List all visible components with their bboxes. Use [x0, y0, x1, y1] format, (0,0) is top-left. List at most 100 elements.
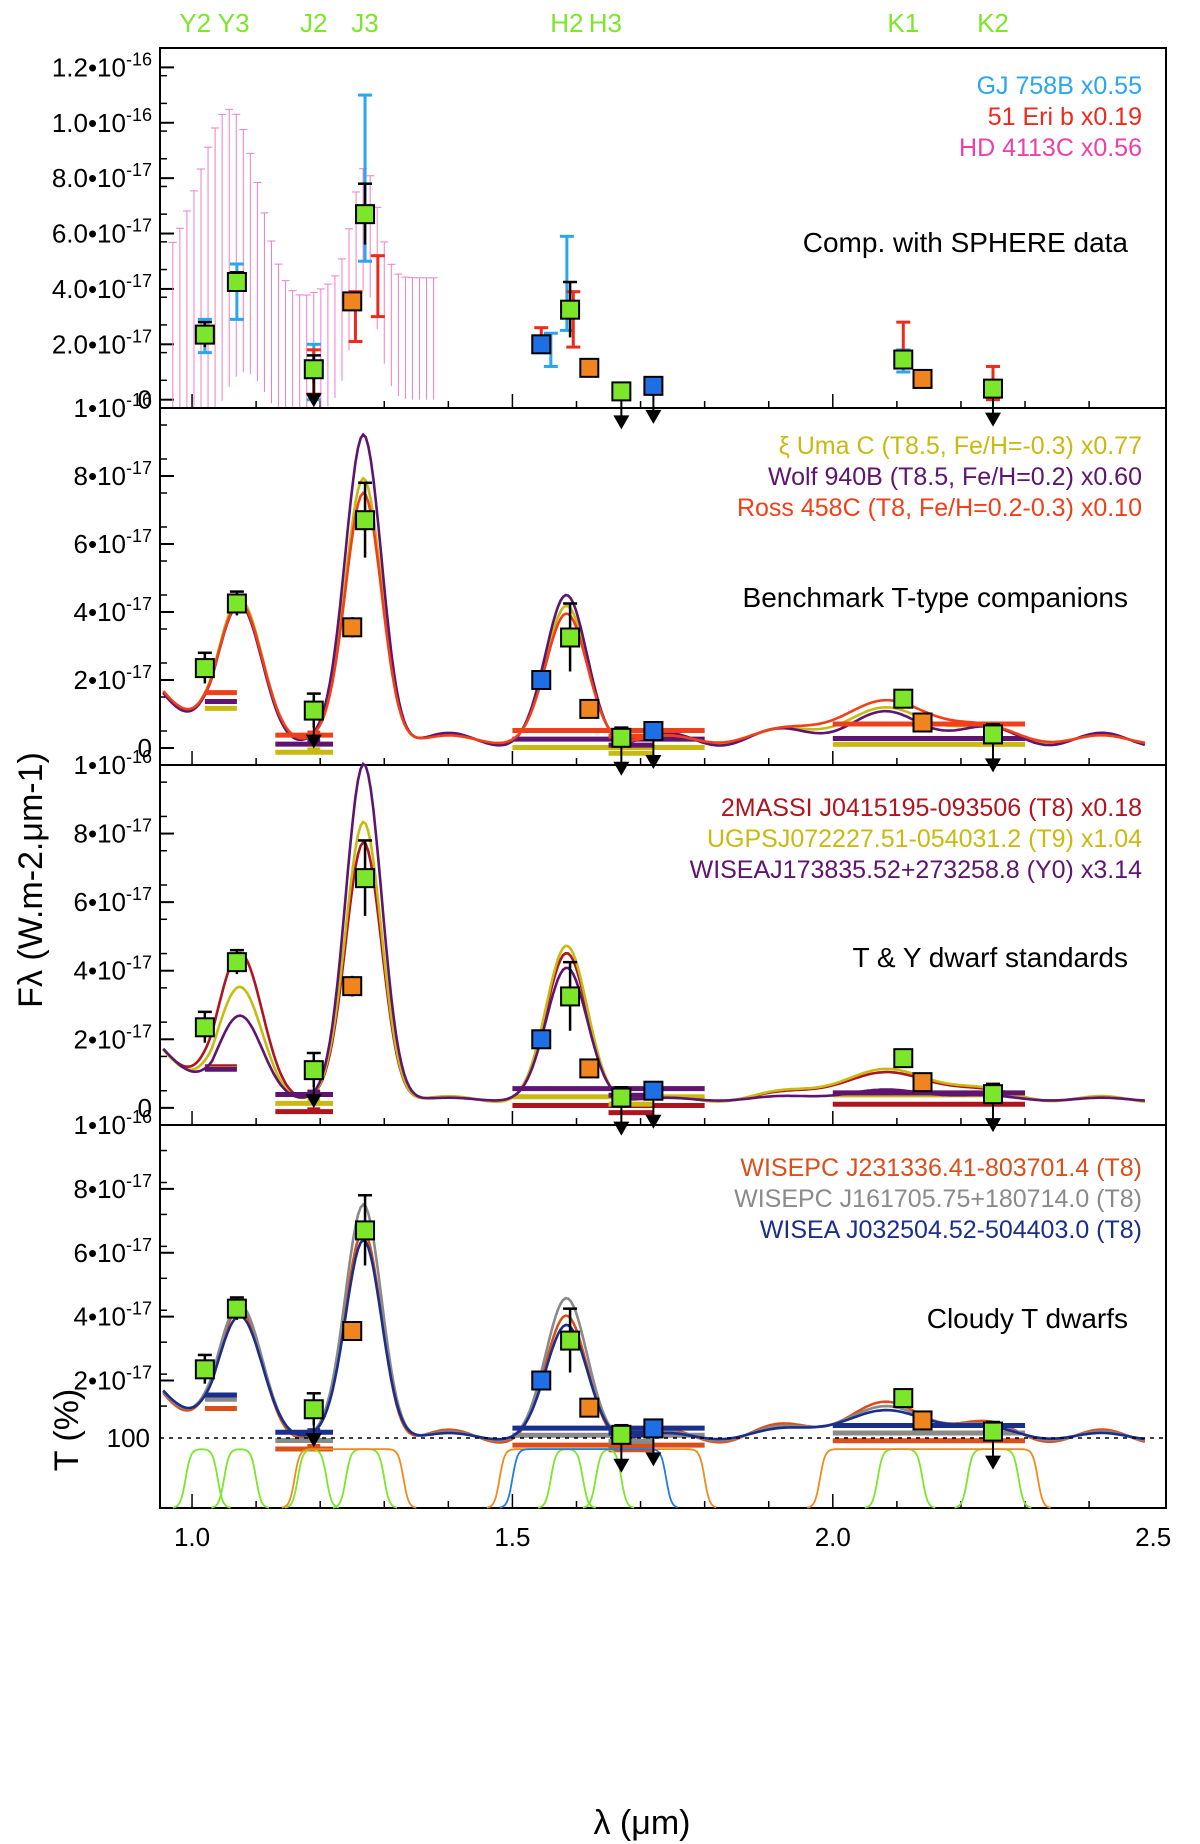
ifs-point	[611, 1087, 632, 1108]
y-tick-label: 1•10-16	[74, 390, 153, 423]
legend-entry: GJ 758B x0.55	[977, 72, 1142, 100]
irdis-point	[579, 357, 600, 378]
upper-limit-arrow	[613, 415, 630, 430]
x-tick-label: 1.5	[494, 1522, 530, 1552]
ifs-point	[303, 359, 324, 380]
ifs-filter-curve	[172, 1448, 231, 1509]
upper-limit-arrow	[613, 1121, 630, 1136]
panels: 0 2.0•10-17 4.0•10-17 6.0•10-17 8.0•10-17 1.0…	[48, 47, 1171, 1552]
panel-4: 2•10-17 4•10-17 6•10-17 8•10-17 1•10-16 Cloud…	[48, 1107, 1167, 1509]
ifs-filter-curve	[332, 1448, 398, 1509]
ifs-filter-curve	[537, 1448, 596, 1509]
y-tick-label: 1.0•10-16	[52, 105, 152, 138]
panel-title: Benchmark T-type companions	[743, 582, 1128, 613]
y-tick-label: 6•10-17	[74, 526, 153, 559]
ifs-point	[226, 593, 247, 614]
ifs-point	[194, 324, 215, 345]
upper-limit-arrow	[984, 412, 1001, 427]
filter-label-H2: H2	[550, 8, 583, 38]
x-axis-label: λ (μm)	[593, 1804, 690, 1842]
other-point	[531, 1370, 552, 1391]
legend-entry: WISEPC J161705.75+180714.0 (T8)	[734, 1185, 1142, 1213]
y-tick-label: 2•10-17	[74, 1021, 153, 1054]
irdis-point	[342, 291, 363, 312]
ifs-point	[893, 1388, 914, 1409]
irdis-point	[579, 698, 600, 719]
y-tick-label: 6•10-17	[74, 884, 153, 917]
other-point	[531, 334, 552, 355]
y-tick-label: 1•10-16	[74, 1107, 153, 1140]
irdis-j-curve	[281, 1448, 417, 1509]
narrowband-curve	[499, 1448, 679, 1509]
ifs-point	[611, 381, 632, 402]
ifs-point	[355, 204, 376, 225]
ifs-point	[560, 1330, 581, 1351]
ifs-point	[982, 378, 1003, 399]
y-tick-label: 8•10-17	[74, 458, 153, 491]
legend-entry: Ross 458C (T8, Fe/H=0.2-0.3) x0.10	[737, 494, 1142, 522]
irdis-point	[342, 976, 363, 997]
other-point	[643, 1080, 664, 1101]
other-point	[643, 721, 664, 741]
irdis-point	[342, 617, 363, 638]
upper-limit-arrow	[645, 1114, 662, 1129]
upper-limit-arrow	[305, 1094, 322, 1109]
legend-entry: WISEPC J231336.41-803701.4 (T8)	[740, 1154, 1142, 1182]
upper-limit-arrow	[645, 1452, 662, 1467]
y-tick-label: 0	[138, 1093, 152, 1123]
y-tick-label: 6.0•10-17	[52, 216, 152, 249]
panel-1: 0 2.0•10-17 4.0•10-17 6.0•10-17 8.0•10-17 1.0…	[52, 47, 1167, 430]
ifs-point	[893, 688, 914, 709]
ifs-point	[226, 952, 247, 973]
ifs-point	[560, 986, 581, 1007]
y-tick-label: 4.0•10-17	[52, 271, 152, 304]
irdis-h-curve	[486, 1448, 717, 1509]
other-point	[643, 1418, 664, 1439]
upper-limit-arrow	[613, 1458, 630, 1473]
ifs-point	[194, 1359, 215, 1380]
x-tick-label: 1.0	[174, 1522, 210, 1552]
y-tick-label: 0	[138, 733, 152, 763]
upper-limit-arrow	[613, 761, 630, 776]
ifs-point	[355, 1220, 376, 1241]
ifs-point	[226, 1298, 247, 1319]
ifs-point	[355, 510, 376, 531]
upper-limit-arrow	[305, 393, 322, 408]
y-tick-label: 8.0•10-17	[52, 160, 152, 193]
y-tick-label: 0	[138, 385, 152, 415]
x-tick-label: 2.5	[1135, 1522, 1171, 1552]
legend-entry: WISEAJ173835.52+273258.8 (Y0) x3.14	[690, 856, 1142, 884]
y-tick-label: 4•10-17	[74, 1299, 153, 1332]
irdis-point	[579, 1058, 600, 1079]
ifs-point	[611, 727, 632, 748]
other-point	[643, 375, 664, 396]
filter-label-K1: K1	[887, 8, 919, 38]
y-tick-label: 2.0•10-17	[52, 326, 152, 359]
y-tick-label: 2•10-17	[74, 1363, 153, 1396]
irdis-point	[342, 1321, 363, 1342]
ifs-filter-curve	[211, 1448, 270, 1509]
panel-2: 0 2•10-17 4•10-17 6•10-17 8•10-17 1•10-16 Benc…	[74, 390, 1167, 776]
ifs-point	[560, 299, 581, 320]
ifs-point	[982, 1084, 1003, 1105]
other-point	[531, 1029, 552, 1050]
ifs-point	[303, 1399, 324, 1420]
x-tick-label: 2.0	[815, 1522, 851, 1552]
panel-title: Comp. with SPHERE data	[803, 227, 1129, 258]
irdis-point	[912, 712, 933, 733]
legend-entry: 2MASSI J0415195-093506 (T8) x0.18	[721, 794, 1142, 822]
filter-label-J2: J2	[300, 8, 327, 38]
other-point	[531, 670, 552, 690]
y-tick-label: 1.2•10-16	[52, 49, 152, 82]
ifs-point	[226, 272, 247, 292]
irdis-k-curve	[807, 1448, 1051, 1509]
ifs-point	[355, 868, 376, 889]
legend-entry: UGPSJ072227.51-054031.2 (T9) x1.04	[707, 825, 1142, 853]
filter-label-K2: K2	[977, 8, 1009, 38]
ifs-filter-curve	[582, 1448, 635, 1509]
ifs-point	[893, 349, 914, 370]
ifs-filter-curve	[284, 1448, 340, 1509]
legend-entry: WISEA J032504.52-504403.0 (T8)	[760, 1216, 1142, 1244]
ifs-point	[194, 658, 215, 679]
